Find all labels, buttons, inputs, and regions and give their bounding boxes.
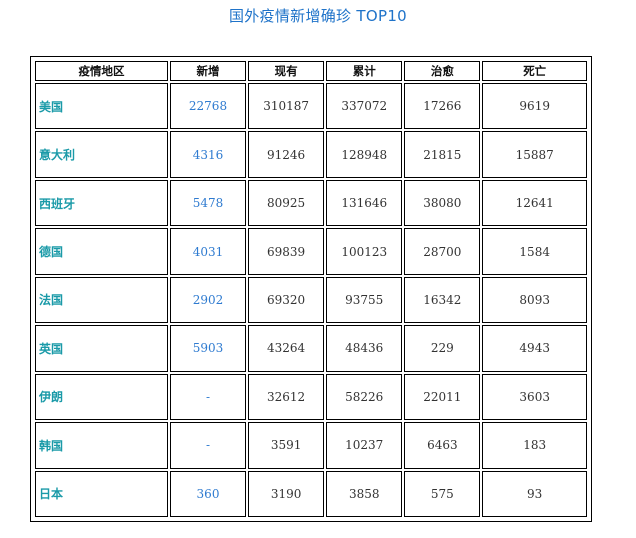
region-cell: 日本 <box>35 470 168 517</box>
cured-cell: 28700 <box>404 228 481 275</box>
cured-cell: 21815 <box>404 131 481 178</box>
region-cell: 西班牙 <box>35 179 168 227</box>
new-cases-cell: 22768 <box>169 83 247 130</box>
cured-cell: 6463 <box>404 422 481 469</box>
deaths-cell: 12641 <box>482 179 587 227</box>
region-cell: 韩国 <box>35 422 168 469</box>
current-cases-cell: 69320 <box>248 276 325 324</box>
table-row: 韩国 - 3591 10237 6463 183 <box>35 422 587 469</box>
table-row: 伊朗 - 32612 58226 22011 3603 <box>35 373 587 421</box>
deaths-cell: 15887 <box>482 131 587 178</box>
current-cases-cell: 310187 <box>248 83 325 130</box>
deaths-cell: 8093 <box>482 276 587 324</box>
total-cases-cell: 131646 <box>326 179 403 227</box>
header-region: 疫情地区 <box>35 61 168 81</box>
new-cases-cell: 5903 <box>169 325 247 372</box>
cured-cell: 17266 <box>404 83 481 130</box>
page-title: 国外疫情新增确珍 TOP10 <box>228 7 408 25</box>
region-cell: 法国 <box>35 276 168 324</box>
cured-cell: 22011 <box>404 373 481 421</box>
table-row: 德国 4031 69839 100123 28700 1584 <box>35 228 587 275</box>
cured-cell: 575 <box>404 470 481 517</box>
current-cases-cell: 3190 <box>248 470 325 517</box>
region-cell: 德国 <box>35 228 168 275</box>
header-current: 现有 <box>248 61 325 81</box>
header-new: 新增 <box>169 61 247 81</box>
table-header-row: 疫情地区 新增 现有 累计 治愈 死亡 <box>35 61 587 81</box>
new-cases-cell: 2902 <box>169 276 247 324</box>
total-cases-cell: 93755 <box>326 276 403 324</box>
cured-cell: 229 <box>404 325 481 372</box>
total-cases-cell: 3858 <box>326 470 403 517</box>
current-cases-cell: 80925 <box>248 179 325 227</box>
total-cases-cell: 10237 <box>326 422 403 469</box>
current-cases-cell: 43264 <box>248 325 325 372</box>
region-cell: 美国 <box>35 83 168 130</box>
deaths-cell: 4943 <box>482 325 587 372</box>
deaths-cell: 1584 <box>482 228 587 275</box>
current-cases-cell: 91246 <box>248 131 325 178</box>
outbreak-table-frame: 疫情地区 新增 现有 累计 治愈 死亡 美国 22768 310187 3370… <box>30 56 592 522</box>
table-row: 西班牙 5478 80925 131646 38080 12641 <box>35 179 587 227</box>
header-total: 累计 <box>326 61 403 81</box>
current-cases-cell: 3591 <box>248 422 325 469</box>
deaths-cell: 183 <box>482 422 587 469</box>
header-dead: 死亡 <box>482 61 587 81</box>
outbreak-table: 疫情地区 新增 现有 累计 治愈 死亡 美国 22768 310187 3370… <box>33 59 589 519</box>
deaths-cell: 93 <box>482 470 587 517</box>
current-cases-cell: 69839 <box>248 228 325 275</box>
total-cases-cell: 48436 <box>326 325 403 372</box>
header-cured: 治愈 <box>404 61 481 81</box>
deaths-cell: 9619 <box>482 83 587 130</box>
current-cases-cell: 32612 <box>248 373 325 421</box>
total-cases-cell: 128948 <box>326 131 403 178</box>
table-row: 法国 2902 69320 93755 16342 8093 <box>35 276 587 324</box>
region-cell: 意大利 <box>35 131 168 178</box>
region-cell: 英国 <box>35 325 168 372</box>
table-row: 英国 5903 43264 48436 229 4943 <box>35 325 587 372</box>
table-row: 意大利 4316 91246 128948 21815 15887 <box>35 131 587 178</box>
new-cases-cell: 360 <box>169 470 247 517</box>
new-cases-cell: 4031 <box>169 228 247 275</box>
region-cell: 伊朗 <box>35 373 168 421</box>
table-row: 美国 22768 310187 337072 17266 9619 <box>35 83 587 130</box>
table-row: 日本 360 3190 3858 575 93 <box>35 470 587 517</box>
new-cases-cell: - <box>169 422 247 469</box>
total-cases-cell: 100123 <box>326 228 403 275</box>
cured-cell: 38080 <box>404 179 481 227</box>
new-cases-cell: 5478 <box>169 179 247 227</box>
new-cases-cell: 4316 <box>169 131 247 178</box>
new-cases-cell: - <box>169 373 247 421</box>
total-cases-cell: 58226 <box>326 373 403 421</box>
total-cases-cell: 337072 <box>326 83 403 130</box>
cured-cell: 16342 <box>404 276 481 324</box>
deaths-cell: 3603 <box>482 373 587 421</box>
